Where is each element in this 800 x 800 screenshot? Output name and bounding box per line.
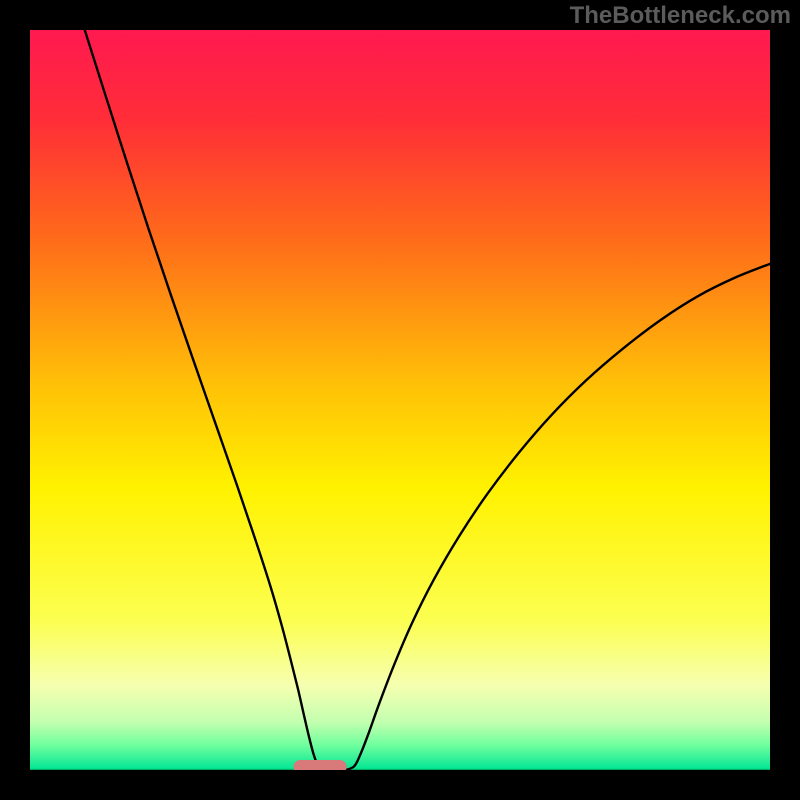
bottleneck-chart <box>0 0 800 800</box>
chart-canvas: TheBottleneck.com <box>0 0 800 800</box>
plot-gradient-area <box>30 30 770 770</box>
